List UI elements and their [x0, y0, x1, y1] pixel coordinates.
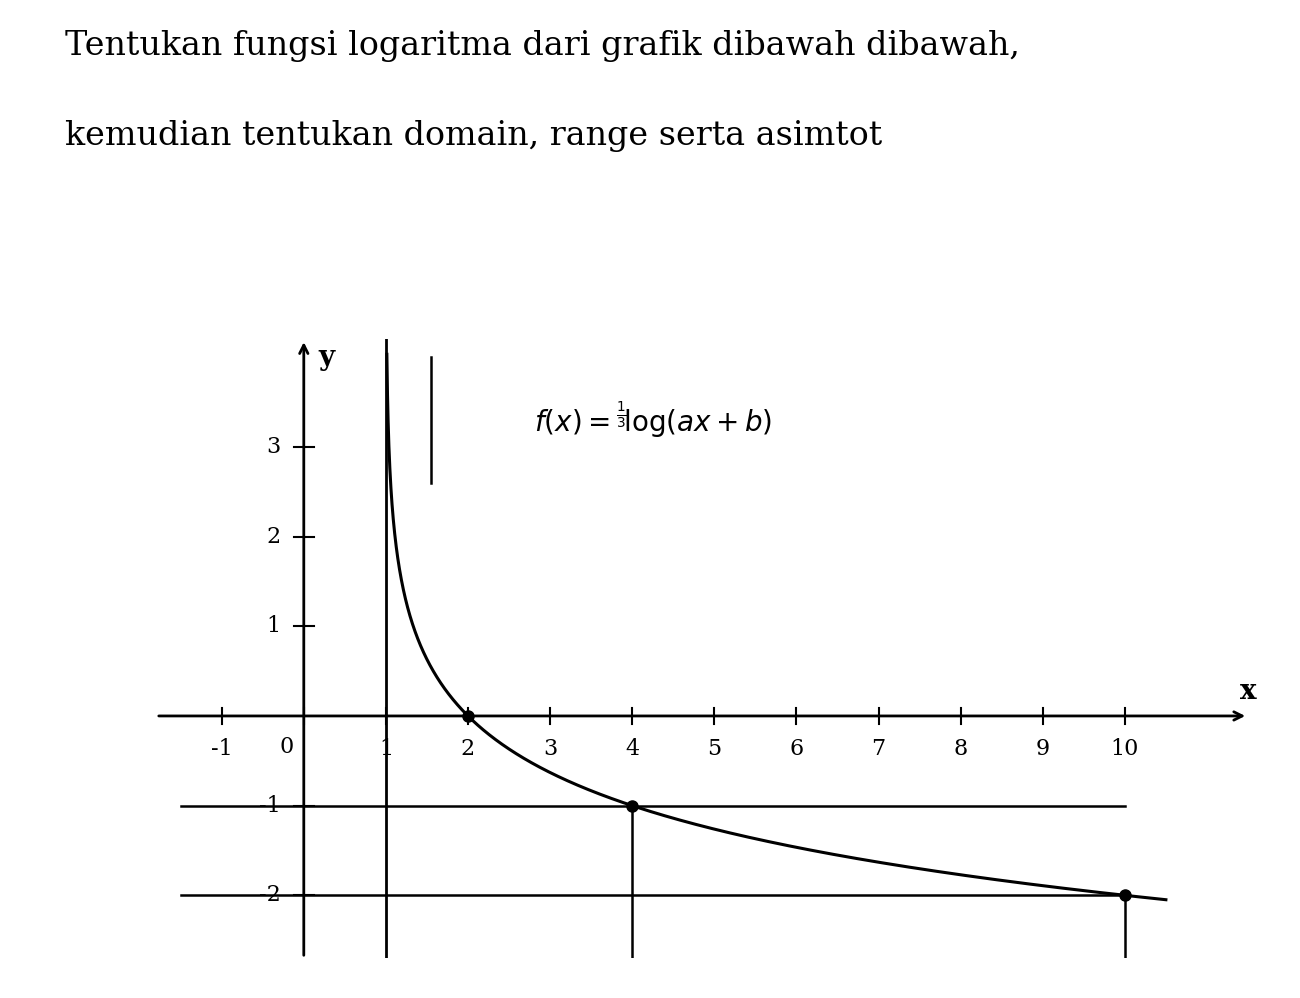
Text: 3: 3	[543, 739, 558, 760]
Text: 1: 1	[378, 739, 393, 760]
Text: 6: 6	[789, 739, 803, 760]
Text: 8: 8	[953, 739, 967, 760]
Text: 0: 0	[280, 736, 294, 757]
Text: 4: 4	[625, 739, 640, 760]
Text: -1: -1	[211, 739, 233, 760]
Text: 2: 2	[462, 739, 474, 760]
Text: 9: 9	[1036, 739, 1050, 760]
Text: $f(x){=}{}^{\frac{1}{3}}\!\log(ax+b)$: $f(x){=}{}^{\frac{1}{3}}\!\log(ax+b)$	[534, 400, 772, 440]
Text: -1: -1	[259, 794, 281, 816]
Text: Tentukan fungsi logaritma dari grafik dibawah dibawah,: Tentukan fungsi logaritma dari grafik di…	[65, 30, 1020, 62]
Text: 1: 1	[266, 616, 281, 638]
Text: 5: 5	[707, 739, 722, 760]
Text: y: y	[318, 343, 334, 371]
Text: 7: 7	[871, 739, 885, 760]
Text: 3: 3	[266, 436, 281, 458]
Text: 2: 2	[266, 526, 281, 548]
Text: 10: 10	[1110, 739, 1139, 760]
Text: kemudian tentukan domain, range serta asimtot: kemudian tentukan domain, range serta as…	[65, 120, 883, 152]
Text: x: x	[1240, 679, 1256, 706]
Text: -2: -2	[259, 884, 281, 906]
